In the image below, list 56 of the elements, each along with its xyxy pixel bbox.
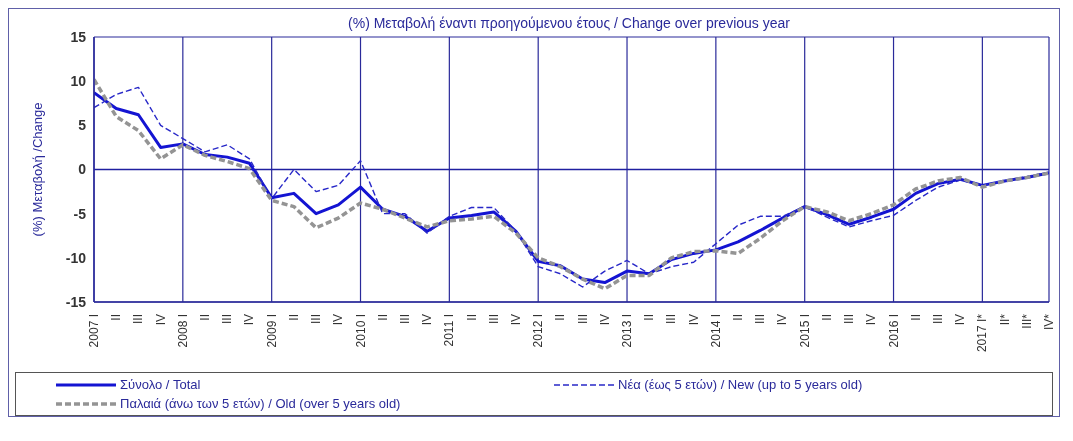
x-tick-label: II* xyxy=(997,313,1012,326)
x-tick-label: III xyxy=(930,314,945,325)
x-tick-label: II xyxy=(286,314,301,321)
x-tick-label: II xyxy=(642,314,657,321)
x-tick-label: 2009 I xyxy=(264,314,279,348)
x-tick-label: IV xyxy=(242,314,257,326)
y-tick-label: 5 xyxy=(78,117,87,134)
y-tick-label: -15 xyxy=(65,293,87,310)
y-axis-title: (%) Μεταβολή /Change xyxy=(29,102,45,237)
chart-title: (%) Μεταβολή έναντι προηγούμενου έτους / Change over previous year xyxy=(348,15,790,31)
x-tick-label: 2017 I* xyxy=(975,313,990,353)
x-tick-label: IV xyxy=(775,314,790,326)
x-tick-label: III xyxy=(309,314,324,325)
x-tick-label: 2008 I xyxy=(175,314,190,348)
x-tick-label: IV xyxy=(686,314,701,326)
x-tick-label: III xyxy=(220,314,235,325)
x-tick-label: IV xyxy=(864,314,879,326)
legend-label: Νέα (έως 5 ετών) / New (up to 5 years old) xyxy=(618,377,863,392)
x-tick-label: IV xyxy=(153,314,168,326)
x-tick-label: IV xyxy=(508,314,523,326)
x-tick-label: 2012 I xyxy=(531,314,546,348)
x-tick-label: 2013 I xyxy=(620,314,635,348)
x-tick-label: 2016 I xyxy=(886,314,901,348)
y-tick-label: -10 xyxy=(65,249,87,266)
x-tick-label: IV xyxy=(420,314,435,326)
x-tick-label: 2010 I xyxy=(353,314,368,348)
legend-label: Παλαιά (άνω των 5 ετών) / Old (over 5 years old) xyxy=(120,396,401,411)
x-tick-label: IV xyxy=(331,314,346,326)
x-tick-label: II xyxy=(198,314,213,321)
x-tick-label: II xyxy=(819,314,834,321)
x-tick-label: III xyxy=(575,314,590,325)
x-tick-label: IV xyxy=(953,314,968,326)
x-tick-label: II xyxy=(731,314,746,321)
y-tick-label: 0 xyxy=(78,161,87,178)
x-tick-label: 2014 I xyxy=(708,314,723,348)
y-tick-label: 15 xyxy=(70,28,87,45)
y-tick-label: -5 xyxy=(73,205,87,222)
x-tick-label: III xyxy=(486,314,501,325)
x-tick-label: 2011 I xyxy=(442,314,457,347)
x-tick-label: III* xyxy=(1019,313,1034,329)
x-tick-label: IV* xyxy=(1042,313,1056,331)
x-tick-label: 2015 I xyxy=(797,314,812,348)
x-tick-label: IV xyxy=(597,314,612,326)
legend-label: Σύνολο / Total xyxy=(120,377,201,392)
x-tick-label: II xyxy=(553,314,568,321)
y-tick-label: 10 xyxy=(70,73,87,90)
x-tick-label: III xyxy=(753,314,768,325)
x-tick-label: II xyxy=(109,314,124,321)
x-tick-label: II xyxy=(464,314,479,321)
x-tick-label: II xyxy=(375,314,390,321)
x-tick-label: 2007 I xyxy=(87,314,101,348)
x-tick-label: III xyxy=(131,314,146,325)
x-tick-label: III xyxy=(842,314,857,325)
x-tick-label: III xyxy=(397,314,412,325)
x-tick-label: II xyxy=(908,314,923,321)
x-tick-label: III xyxy=(664,314,679,325)
